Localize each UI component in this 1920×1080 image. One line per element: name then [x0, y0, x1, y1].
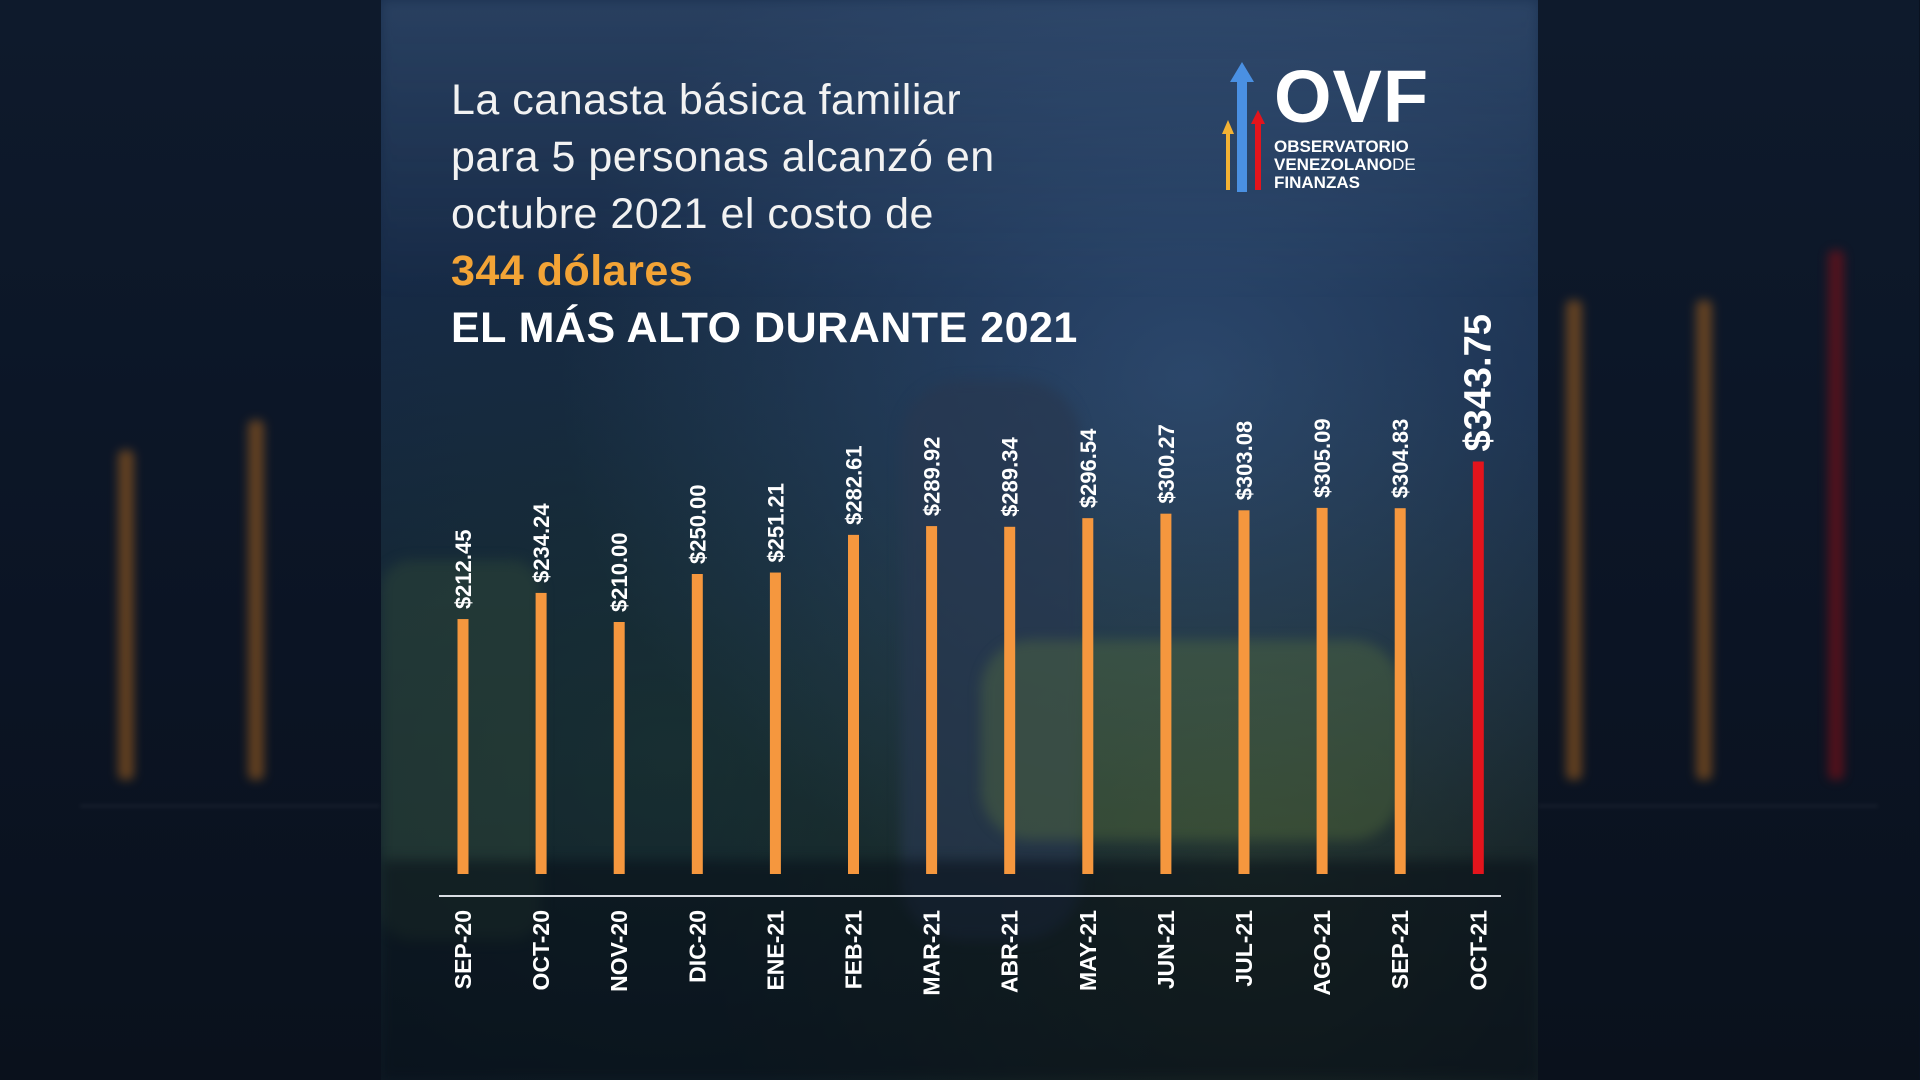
- logo-line-3: FINANZAS: [1274, 173, 1360, 192]
- bar-ene-21: [769, 572, 781, 874]
- bar-feb-21: [848, 534, 859, 874]
- ghost-bar: [1696, 300, 1712, 780]
- headline-line-1: La canasta básica familiar: [451, 76, 962, 124]
- category-label-ene-21: ENE-21: [762, 910, 788, 991]
- headline-line-2: para 5 personas alcanzó en: [451, 133, 995, 181]
- value-label-dic-20: $250.00: [685, 484, 710, 564]
- bar-may-21: [1082, 518, 1094, 874]
- value-label-nov-20: $210.00: [607, 532, 632, 612]
- value-label-ago-21: $305.09: [1310, 418, 1335, 498]
- category-label-oct-21: OCT-21: [1465, 910, 1491, 991]
- bar-mar-21: [926, 526, 938, 874]
- value-label-oct-20: $234.24: [529, 503, 554, 583]
- background-light: [381, 0, 1538, 300]
- category-label-nov-20: NOV-20: [606, 910, 632, 992]
- value-label-mar-21: $289.92: [920, 437, 945, 517]
- category-label-sep-21: SEP-21: [1387, 910, 1413, 989]
- value-label-jun-21: $300.27: [1154, 424, 1179, 504]
- logo-line-2: VENEZOLANO: [1274, 155, 1393, 174]
- poster: La canasta básica familiar para 5 person…: [381, 0, 1538, 1080]
- value-label-may-21: $296.54: [1076, 428, 1101, 508]
- category-label-abr-21: ABR-21: [997, 910, 1023, 993]
- value-label-feb-21: $282.61: [842, 445, 867, 525]
- headline-emphasis: EL MÁS ALTO DURANTE 2021: [451, 304, 1078, 352]
- category-label-dic-20: DIC-20: [684, 910, 710, 983]
- ghost-bar: [1566, 300, 1582, 780]
- bar-dic-20: [691, 574, 703, 874]
- rising-arrows-icon: [1222, 62, 1265, 192]
- value-label-sep-21: $304.83: [1388, 419, 1413, 499]
- ghost-axis: [1538, 805, 1878, 807]
- ghost-bar: [1828, 250, 1844, 780]
- category-label-oct-20: OCT-20: [528, 910, 554, 991]
- bar-jun-21: [1160, 513, 1172, 874]
- headline-line-3: octubre 2021 el costo de: [451, 190, 934, 238]
- bar-oct-20: [535, 592, 547, 874]
- value-label-jul-21: $303.08: [1232, 421, 1257, 501]
- category-label-ago-21: AGO-21: [1309, 910, 1335, 996]
- category-label-may-21: MAY-21: [1075, 910, 1101, 991]
- background-produce: [981, 640, 1401, 840]
- bar-chart: $212.45 SEP-20 $234.24 OCT-20 $210.00 NOV-20 $…: [439, 314, 1501, 996]
- value-label-ene-21: $251.21: [763, 483, 788, 563]
- left-blurred-panel: [0, 0, 381, 1080]
- bar-ago-21: [1316, 507, 1328, 874]
- value-label-sep-20: $212.45: [451, 530, 476, 610]
- category-label-mar-21: MAR-21: [919, 910, 945, 996]
- bar-nov-20: [613, 622, 625, 874]
- bar-oct-21: [1472, 461, 1484, 874]
- bar-abr-21: [1004, 526, 1016, 874]
- category-label-jul-21: JUL-21: [1231, 910, 1257, 987]
- category-label-jun-21: JUN-21: [1153, 910, 1179, 989]
- ghost-axis: [80, 805, 380, 807]
- value-label-abr-21: $289.34: [998, 437, 1023, 517]
- bar-sep-20: [457, 619, 469, 874]
- logo-line-2-suffix: DE: [1392, 155, 1416, 174]
- logo-line-1: OBSERVATORIO: [1274, 137, 1409, 156]
- headline: La canasta básica familiar para 5 person…: [451, 72, 1171, 357]
- category-label-sep-20: SEP-20: [450, 910, 476, 989]
- headline-highlight: 344 dólares: [451, 247, 694, 295]
- ghost-bar: [118, 450, 134, 780]
- ovf-logo: OVF OBSERVATORIO VENEZOLANODE FINANZAS: [1218, 60, 1458, 200]
- bar-jul-21: [1238, 510, 1250, 874]
- value-label-oct-21: $343.75: [1457, 314, 1499, 451]
- bar-sep-21: [1394, 508, 1406, 874]
- logo-acronym: OVF: [1274, 55, 1430, 138]
- category-label-feb-21: FEB-21: [841, 910, 867, 989]
- ghost-bar: [248, 420, 264, 780]
- right-blurred-panel: [1538, 0, 1919, 1080]
